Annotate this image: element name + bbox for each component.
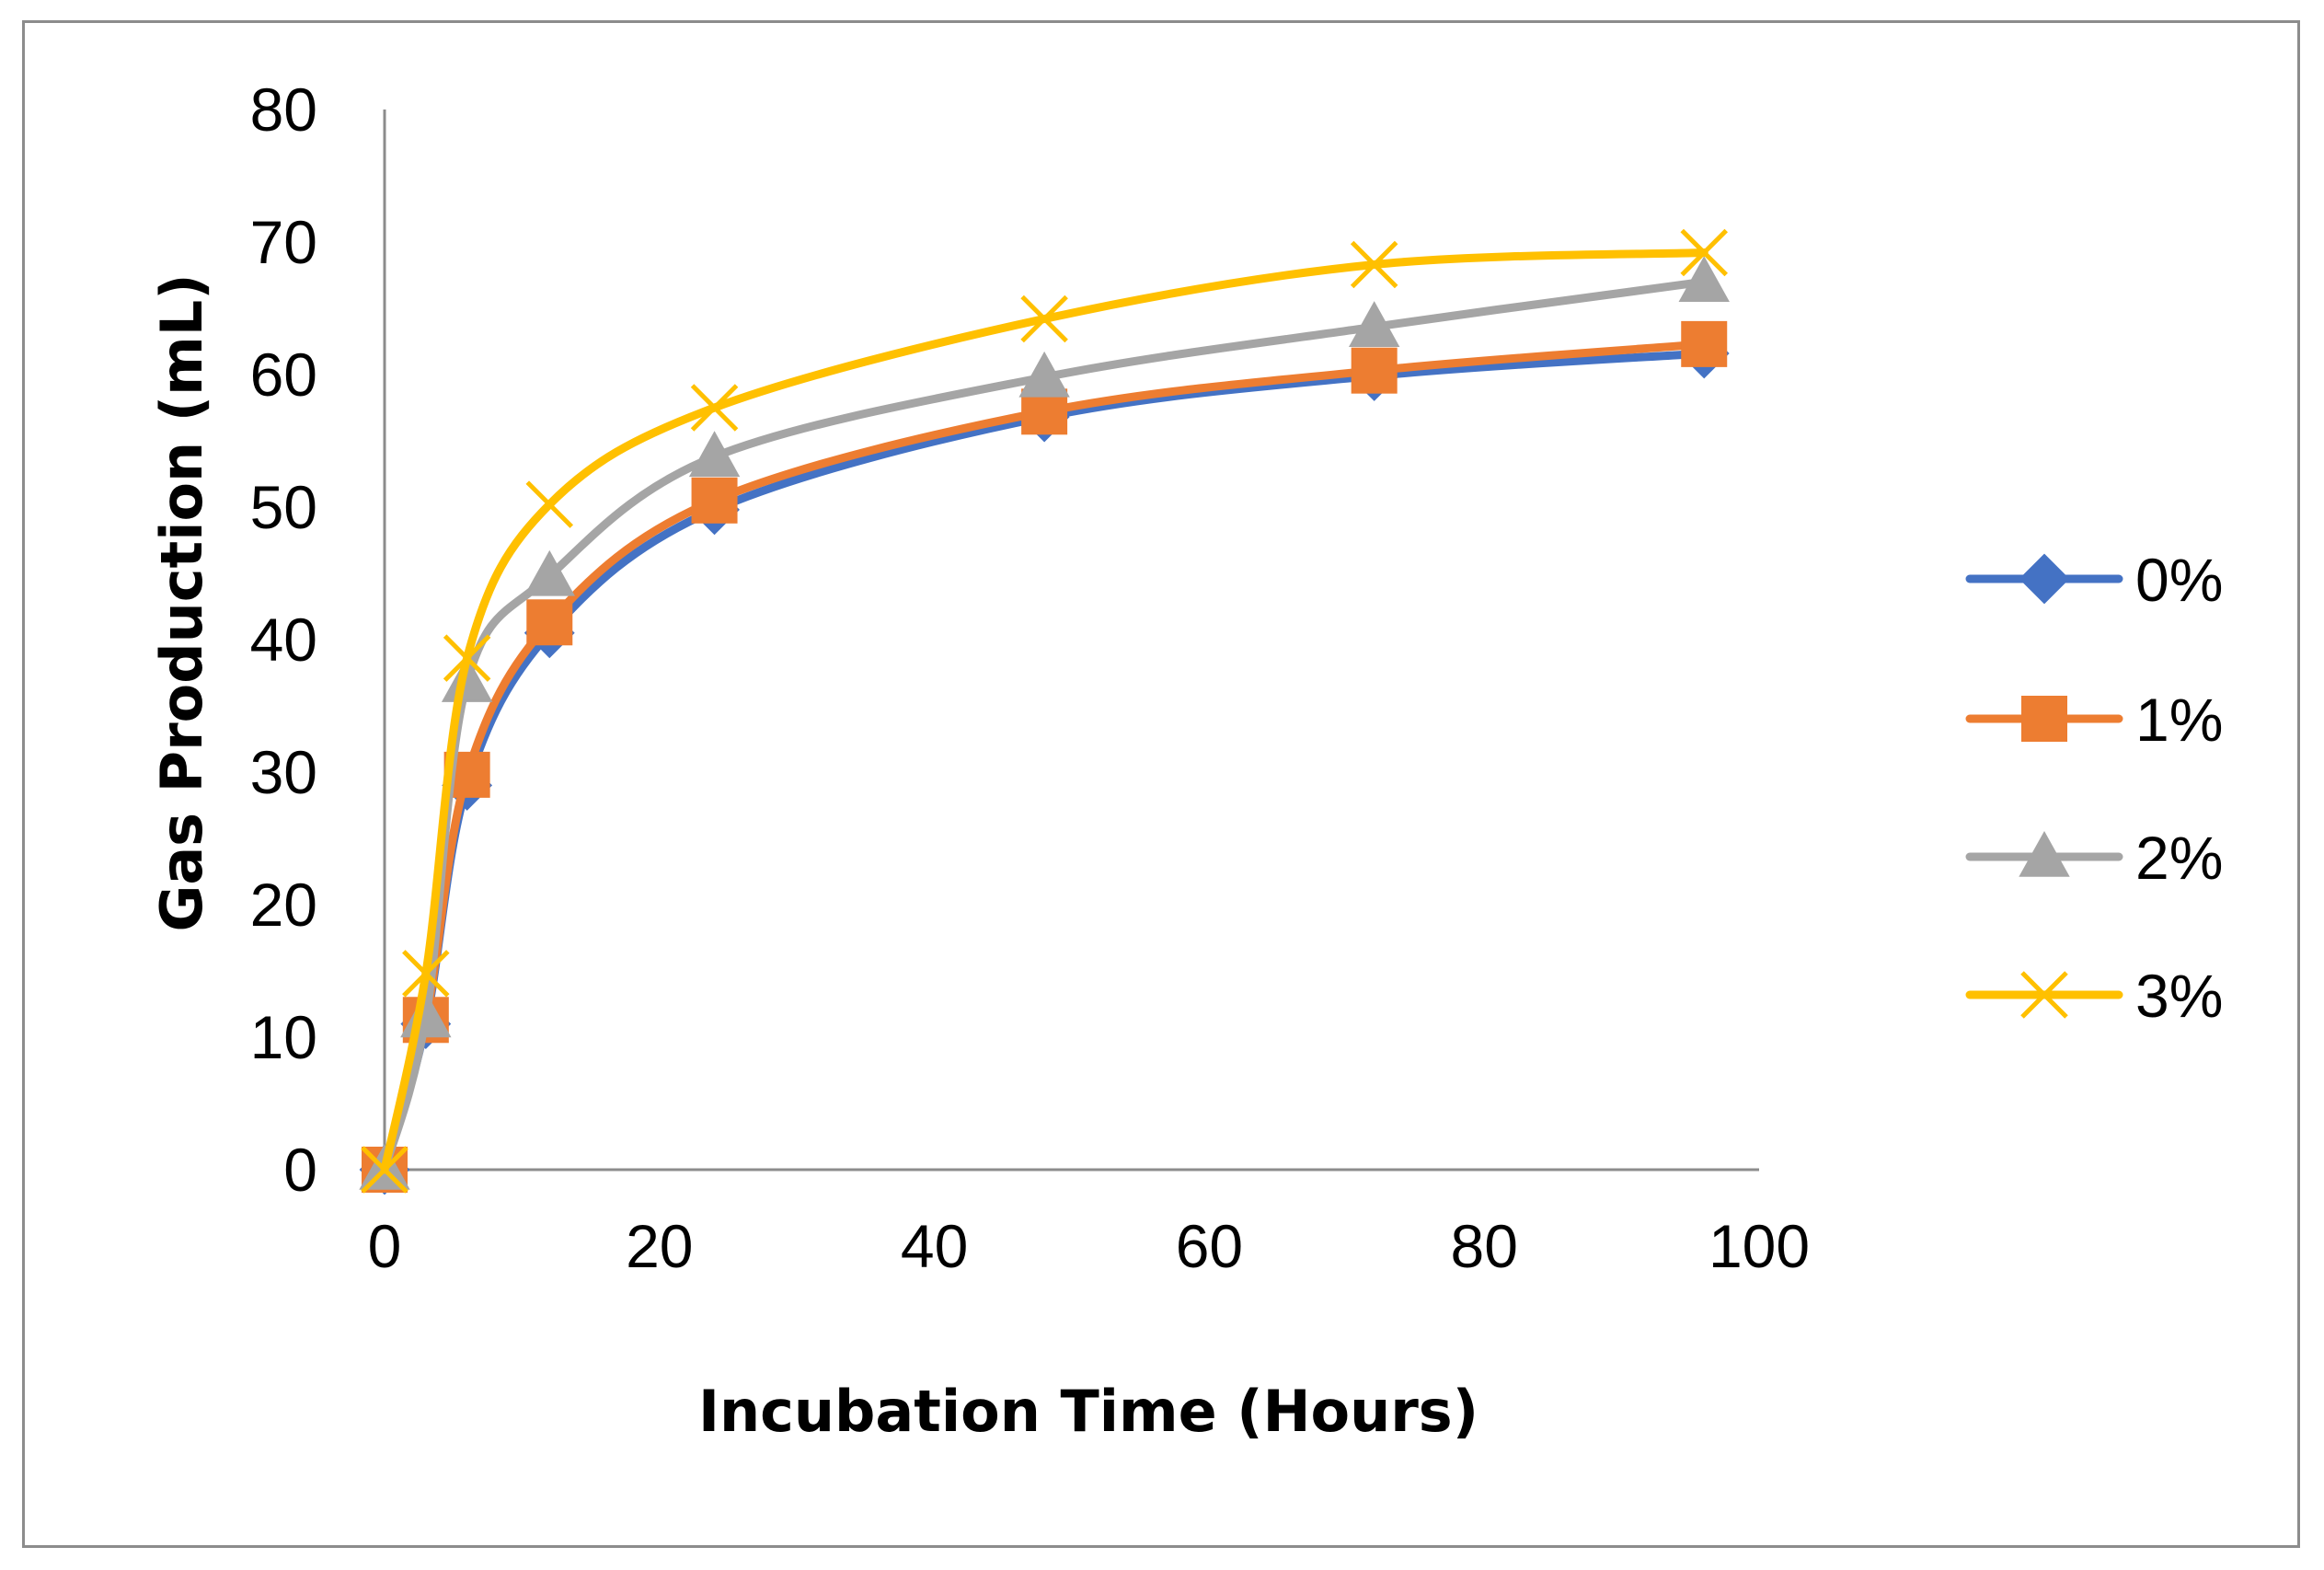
data-point	[443, 634, 491, 682]
y-tick-label: 60	[250, 341, 317, 409]
series-3pct	[361, 228, 1729, 1194]
line-chart: 0 10 20 30 40 50 60 70 80 0 20 40 60 80 100 0% 1% 2% 3% I…	[148, 75, 2223, 1445]
x-tick-label: 60	[1176, 1212, 1243, 1280]
data-point	[402, 950, 450, 998]
series-1pct	[362, 320, 1728, 1193]
data-point	[1018, 351, 1070, 398]
data-point	[1678, 256, 1730, 302]
legend: 0% 1% 2% 3%	[1965, 546, 2223, 1030]
x-tick-label: 40	[901, 1212, 968, 1280]
x-axis-title: Incubation Time (Hours)	[698, 1378, 1478, 1445]
data-point	[1350, 240, 1398, 289]
data-point	[2019, 553, 2070, 605]
data-point	[1681, 320, 1728, 367]
data-point	[526, 599, 573, 646]
legend-label: 1%	[2135, 686, 2223, 754]
data-point	[1351, 347, 1398, 394]
x-tick-label: 20	[626, 1212, 693, 1280]
legend-label: 2%	[2135, 824, 2223, 892]
legend-item: 1%	[1965, 686, 2223, 754]
y-tick-label: 70	[250, 208, 317, 276]
data-point	[523, 549, 575, 596]
y-tick-label: 20	[250, 871, 317, 939]
data-point	[2021, 696, 2067, 742]
y-tick-label: 50	[250, 473, 317, 541]
legend-item: 0%	[1965, 546, 2223, 614]
data-point	[361, 1146, 408, 1194]
y-tick-label: 40	[250, 606, 317, 674]
x-tick-label: 0	[368, 1212, 402, 1280]
data-point	[690, 384, 739, 432]
x-tick-label: 80	[1450, 1212, 1517, 1280]
data-point	[2019, 830, 2070, 877]
legend-label: 0%	[2135, 546, 2223, 614]
series-0pct	[359, 328, 1730, 1195]
series-layer	[359, 228, 1730, 1195]
data-point	[1680, 228, 1729, 277]
series-line	[380, 248, 1708, 1174]
y-axis-title: Gas Production (mL)	[148, 273, 215, 931]
data-point	[2020, 971, 2068, 1019]
data-point	[525, 480, 574, 528]
axes: 0 10 20 30 40 50 60 70 80 0 20 40 60 80 100	[250, 75, 1810, 1280]
legend-item: 2%	[1965, 824, 2223, 892]
data-point	[691, 477, 738, 524]
data-point	[688, 431, 741, 478]
y-tick-label: 30	[250, 738, 317, 806]
x-tick-label: 100	[1708, 1212, 1810, 1280]
y-tick-label: 10	[250, 1003, 317, 1071]
legend-label: 3%	[2135, 962, 2223, 1030]
chart-frame: 0 10 20 30 40 50 60 70 80 0 20 40 60 80 100 0% 1% 2% 3% I…	[22, 20, 2300, 1548]
series-2pct	[359, 256, 1730, 1190]
series-line	[380, 340, 1708, 1174]
y-tick-label: 0	[283, 1136, 317, 1204]
data-point	[441, 656, 493, 702]
data-point	[1348, 301, 1400, 347]
data-point	[1020, 294, 1068, 343]
y-tick-label: 80	[250, 75, 317, 144]
legend-item: 3%	[1965, 962, 2223, 1030]
